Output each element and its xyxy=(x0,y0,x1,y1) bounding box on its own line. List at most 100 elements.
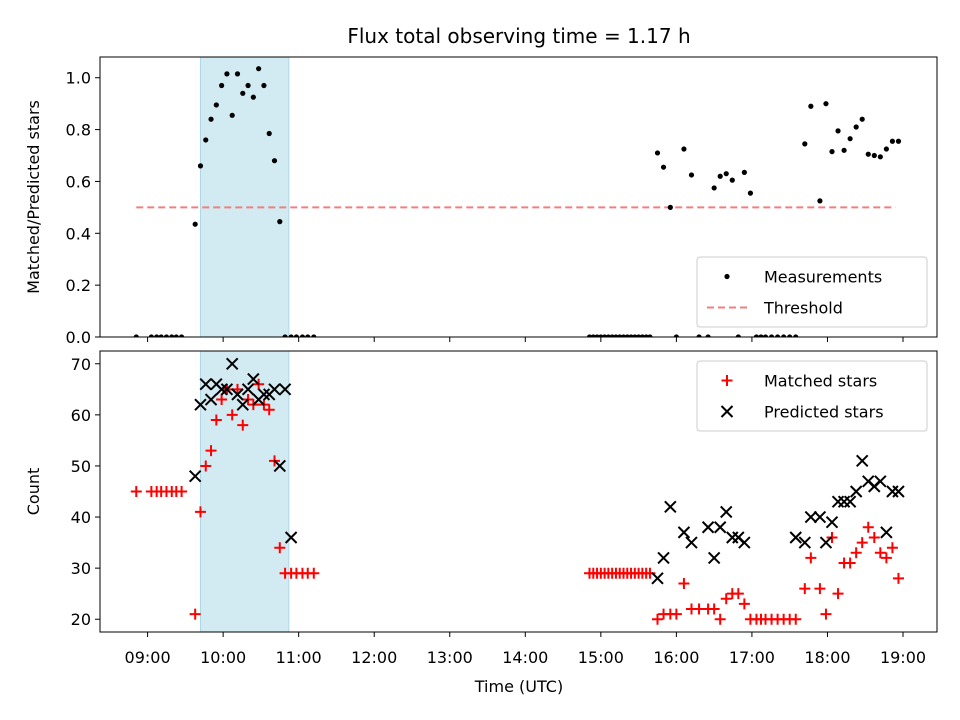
data-point xyxy=(237,419,249,431)
data-point xyxy=(804,510,818,524)
data-point xyxy=(240,90,246,96)
highlight-span xyxy=(199,350,290,633)
data-point xyxy=(215,383,228,396)
data-point xyxy=(657,551,670,565)
data-point xyxy=(176,486,188,497)
legend-marker xyxy=(720,405,734,418)
data-point xyxy=(738,536,751,549)
data-point xyxy=(651,572,664,585)
data-point xyxy=(204,393,218,406)
data-point xyxy=(148,334,154,337)
data-point xyxy=(868,531,880,543)
data-point xyxy=(660,164,667,170)
data-point xyxy=(220,383,234,396)
data-point xyxy=(880,552,892,564)
data-point xyxy=(284,531,298,544)
data-point xyxy=(194,506,206,518)
data-point xyxy=(889,138,896,144)
x-tick-label: 17:00 xyxy=(729,648,775,667)
x-tick-label: 13:00 xyxy=(427,648,473,667)
data-point xyxy=(832,588,844,600)
data-point xyxy=(847,136,853,142)
data-point xyxy=(892,572,904,584)
data-point xyxy=(720,505,733,519)
data-point xyxy=(892,485,905,498)
data-point xyxy=(178,334,185,337)
data-point xyxy=(229,112,235,118)
data-point xyxy=(288,334,294,337)
y-tick-label: 70 xyxy=(71,355,91,374)
data-point xyxy=(163,334,170,337)
x-axis-label: Time (UTC) xyxy=(474,677,563,696)
legend-marker xyxy=(721,375,733,386)
data-point xyxy=(681,146,687,152)
data-point xyxy=(705,334,711,337)
data-point xyxy=(813,510,827,524)
y-tick-label: 1.0 xyxy=(66,69,91,88)
data-point xyxy=(200,460,212,472)
data-point xyxy=(826,531,838,543)
data-point xyxy=(874,547,886,559)
data-point xyxy=(707,551,721,565)
x-tick-label: 18:00 xyxy=(804,648,850,667)
data-point xyxy=(216,394,228,406)
data-point xyxy=(231,383,243,395)
data-point xyxy=(250,94,256,100)
series-predicted-stars xyxy=(188,357,905,585)
data-point xyxy=(877,154,883,160)
data-point xyxy=(753,334,760,337)
data-point xyxy=(189,608,201,620)
data-point xyxy=(787,334,793,337)
data-point xyxy=(883,146,889,152)
y-tick-label: 60 xyxy=(71,406,91,425)
data-point xyxy=(234,71,241,77)
data-point xyxy=(670,608,682,620)
y-axis-label: Matched/Predicted stars xyxy=(24,100,43,294)
data-point xyxy=(224,71,230,77)
bottom-panel: 20 30 40 50 60 70 09:00 10:00 11:00 12:00 13:00 14:… xyxy=(24,350,938,667)
plot-area xyxy=(130,357,905,625)
data-point xyxy=(241,383,255,396)
data-point xyxy=(192,221,198,227)
data-point xyxy=(194,398,207,411)
data-point xyxy=(853,124,859,130)
series-matched-stars xyxy=(130,378,904,625)
data-point xyxy=(871,152,877,159)
data-point xyxy=(841,147,847,153)
data-point xyxy=(673,334,679,337)
data-point xyxy=(823,101,829,107)
data-point xyxy=(865,151,871,157)
legend-label: Matched stars xyxy=(764,372,877,391)
x-tick-label: 16:00 xyxy=(653,648,699,667)
y-tick-label: 50 xyxy=(71,457,91,476)
data-point xyxy=(799,583,811,595)
data-point xyxy=(886,542,898,554)
y-axis-label: Count xyxy=(24,468,43,516)
data-point xyxy=(808,103,814,109)
data-point xyxy=(203,137,209,143)
data-point xyxy=(245,82,251,89)
data-point xyxy=(311,334,317,337)
data-point xyxy=(880,526,893,539)
data-point xyxy=(817,198,823,204)
y-tick-label: 0.0 xyxy=(66,328,91,347)
y-tick-label: 40 xyxy=(71,508,91,527)
data-point xyxy=(843,495,857,508)
legend-box xyxy=(696,360,928,432)
axes-frame xyxy=(99,350,938,633)
data-point xyxy=(654,150,661,156)
data-point xyxy=(667,204,673,210)
data-point xyxy=(277,219,283,225)
data-point xyxy=(859,116,865,122)
data-point xyxy=(825,515,839,529)
x-tick-label: 19:00 xyxy=(880,648,926,667)
data-point xyxy=(735,334,741,337)
y-tick-label: 0.8 xyxy=(66,121,91,140)
data-point xyxy=(219,82,225,89)
data-point xyxy=(173,334,179,337)
data-point xyxy=(677,526,691,539)
data-point xyxy=(856,537,868,549)
data-point xyxy=(213,102,219,108)
data-point xyxy=(169,334,175,337)
